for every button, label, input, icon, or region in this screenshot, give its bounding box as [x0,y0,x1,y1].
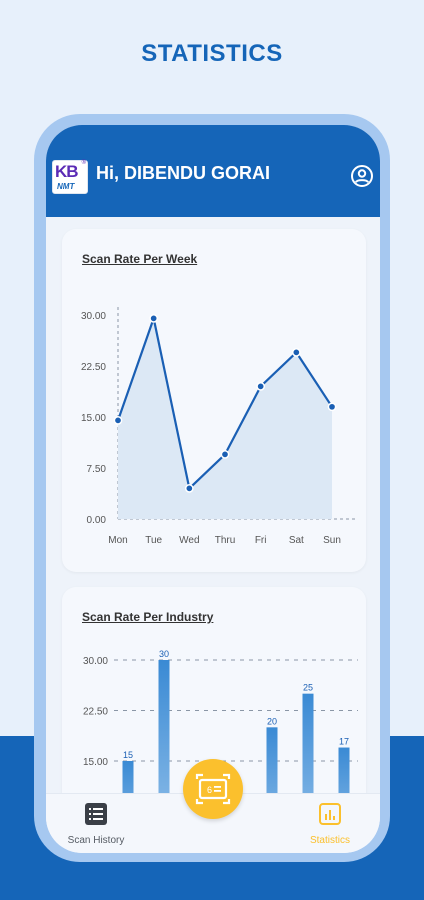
y-tick-label: 22.50 [83,707,108,718]
logo-subtext: NMT [57,182,75,191]
y-tick-label: 30.00 [83,656,108,667]
x-tick-label: Tue [145,535,162,546]
data-point [113,416,123,425]
bar-value-label: 20 [267,716,277,726]
statistics-content[interactable]: Scan Rate Per Week 0.00 7.50 15.00 22.50 30.… [46,217,380,793]
data-point [291,348,301,357]
x-tick-label: Fri [255,535,267,546]
bar [122,761,134,793]
nav-scan-history[interactable]: Scan History [46,802,146,846]
data-point [184,484,194,493]
x-tick-label: Sat [289,535,304,546]
data-point [220,450,230,459]
bar-value-label: 17 [339,737,349,747]
y-tick-label: 30.00 [81,311,106,322]
nav-scan-history-label: Scan History [67,835,125,846]
user-circle-icon[interactable] [350,164,374,188]
industry-scan-chart: 15.00 22.50 30.00 15 30 20 25 17 [83,649,358,793]
scan-icon: 6 [195,773,231,805]
bar-chart-icon [319,803,341,825]
area-fill [118,318,332,519]
y-tick-label: 15.00 [83,757,108,768]
list-icon [85,803,107,825]
bar-value-label: 15 [123,750,133,760]
promo-title: STATISTICS [141,40,283,67]
weekly-scan-card: Scan Rate Per Week 0.00 7.50 15.00 22.50 30.… [62,229,366,572]
nav-statistics[interactable]: Statistics [280,802,380,846]
bar [158,660,170,793]
x-tick-label: Thru [215,535,236,546]
logo-mark: ® [81,160,86,166]
weekly-chart-title: Scan Rate Per Week [82,252,198,266]
bar [338,747,350,793]
greeting-text: Hi, DIBENDU GORAI [96,163,271,183]
bar [266,727,278,793]
industry-chart-title: Scan Rate Per Industry [82,610,214,624]
svg-text:6: 6 [207,785,212,795]
nav-statistics-label: Statistics [309,835,350,846]
app-header: KB ® NMT Hi, DIBENDU GORAI [46,125,380,217]
x-tick-label: Mon [108,535,127,546]
logo-text: KB [55,162,79,181]
x-tick-label: Sun [323,535,341,546]
data-point [256,382,266,391]
data-point [149,314,159,323]
scan-button[interactable]: 6 [183,759,243,819]
bar [302,693,314,793]
y-tick-label: 7.50 [87,464,107,475]
y-tick-label: 22.50 [81,362,106,373]
bar-value-label: 30 [159,649,169,659]
y-tick-label: 15.00 [81,413,106,424]
app-logo: KB ® NMT [52,160,88,194]
phone-screen: KB ® NMT Hi, DIBENDU GORAI Scan Rate Per… [46,125,380,853]
bar-value-label: 25 [303,683,313,693]
data-point [327,402,337,412]
industry-scan-card: Scan Rate Per Industry 15.00 22.50 30.00 15… [62,587,366,793]
x-tick-label: Wed [179,535,199,546]
weekly-scan-chart: 0.00 7.50 15.00 22.50 30.00 Mon Tue Wed Thru Fri S… [81,307,358,546]
y-tick-label: 0.00 [87,515,107,526]
